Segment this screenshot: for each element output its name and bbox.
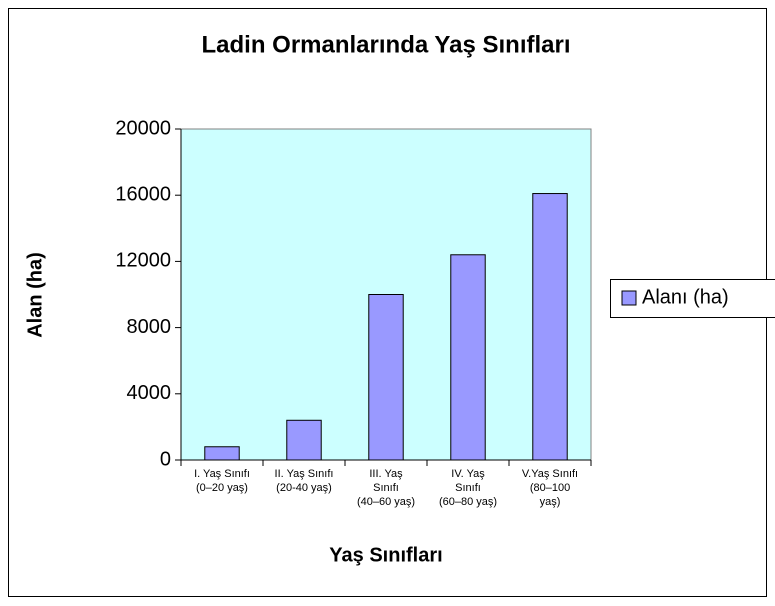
y-axis-label: Alan (ha)	[24, 252, 46, 338]
bar	[532, 193, 568, 461]
bar	[204, 446, 240, 461]
bar	[368, 294, 404, 461]
x-tick-label: II. Yaş Sınıfı (20-40 yaş)	[274, 468, 334, 494]
y-tick-label: 8000	[127, 316, 172, 338]
bar	[286, 419, 322, 461]
y-tick-label: 12000	[115, 250, 171, 272]
y-tick-label: 16000	[115, 183, 171, 205]
y-tick-label: 20000	[115, 117, 171, 139]
x-tick-label: I. Yaş Sınıfı (0–20 yaş)	[194, 468, 250, 494]
bar	[450, 254, 486, 461]
y-tick-label: 4000	[127, 382, 172, 404]
legend-label: Alanı (ha)	[642, 286, 729, 308]
x-tick-label: V.Yaş Sınıfı (80–100 yaş)	[521, 468, 579, 508]
chart-title: Ladin Ormanlarında Yaş Sınıfları	[201, 31, 570, 58]
x-tick-label: IV. Yaş Sınıfı (60–80 yaş)	[438, 468, 498, 508]
x-axis-label: Yaş Sınıfları	[329, 544, 442, 566]
y-tick-label: 0	[160, 448, 171, 470]
legend-swatch	[621, 290, 637, 306]
x-tick-label: III. Yaş Sınıfı (40–60 yaş)	[356, 468, 416, 508]
legend-box	[610, 279, 775, 318]
